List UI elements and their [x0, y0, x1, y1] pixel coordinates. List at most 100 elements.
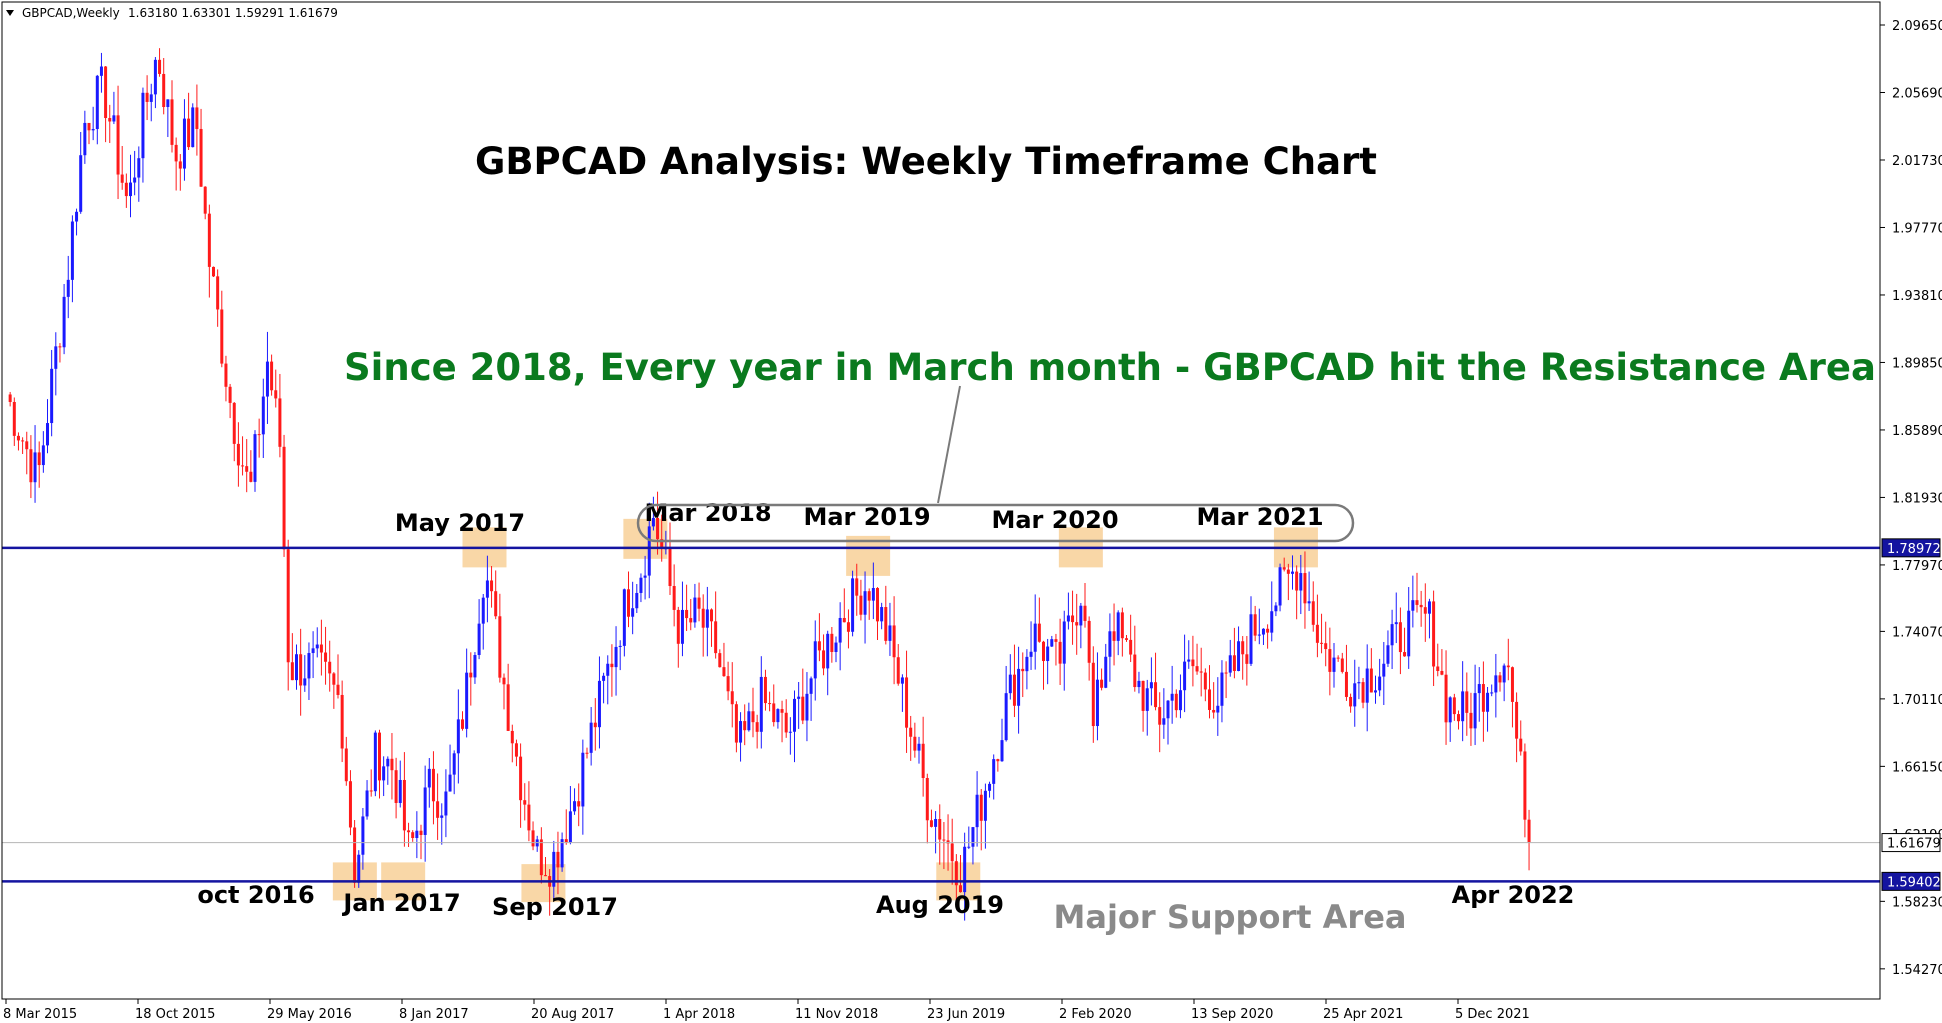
y-tick-label: 1.85890 — [1892, 424, 1942, 439]
bull-candle — [635, 584, 639, 614]
bull-candle — [963, 832, 967, 921]
bull-candle — [552, 840, 556, 900]
resistance-month-label: Mar 2020 — [991, 506, 1118, 534]
bear-candle — [290, 633, 294, 681]
bear-candle — [1037, 597, 1041, 643]
bull-candle — [485, 555, 489, 623]
bull-candle — [1502, 663, 1506, 702]
bear-candle — [801, 668, 805, 725]
x-tick-label: 8 Mar 2015 — [3, 1007, 77, 1022]
bull-candle — [618, 640, 622, 671]
bear-candle — [755, 714, 759, 749]
bull-candle — [1079, 602, 1083, 649]
bear-candle — [162, 58, 166, 115]
bear-candle — [419, 824, 423, 860]
bear-candle — [1444, 650, 1448, 745]
x-tick-label: 29 May 2016 — [267, 1007, 352, 1022]
resistance-month-label: Mar 2018 — [644, 499, 771, 527]
bull-candle — [112, 91, 116, 125]
bull-candle — [1066, 592, 1070, 630]
bear-candle — [1465, 672, 1469, 736]
bull-candle — [1216, 677, 1220, 736]
x-tick-label: 5 Dec 2021 — [1455, 1007, 1530, 1022]
bull-candle — [863, 571, 867, 644]
bear-candle — [722, 642, 726, 677]
bear-candle — [436, 773, 440, 840]
bear-candle — [8, 391, 12, 407]
bear-candle — [1191, 635, 1195, 687]
bull-candle — [1095, 652, 1099, 741]
bear-candle — [278, 373, 282, 458]
bear-candle — [1091, 646, 1095, 743]
bear-candle — [490, 566, 494, 608]
bull-candle — [62, 284, 66, 355]
bear-candle — [519, 743, 523, 828]
highlight-boxes — [332, 518, 1318, 903]
bear-candle — [1344, 644, 1348, 701]
bull-candle — [46, 399, 49, 454]
bear-candle — [1419, 590, 1423, 627]
bear-candle — [1403, 627, 1407, 657]
bull-candle — [602, 672, 606, 704]
bear-candle — [763, 669, 767, 711]
bear-candle — [282, 434, 286, 557]
bull-candle — [535, 835, 539, 852]
bull-candle — [1162, 688, 1166, 739]
bear-candle — [236, 422, 240, 487]
x-tick-label: 25 Apr 2021 — [1323, 1007, 1403, 1022]
bull-candle — [1187, 640, 1191, 669]
y-tick-label: 2.01730 — [1892, 154, 1942, 169]
bull-candle — [423, 765, 427, 862]
chart-title: GBPCAD Analysis: Weekly Timeframe Chart — [475, 140, 1377, 183]
bull-candle — [149, 83, 153, 122]
bear-candle — [979, 788, 983, 851]
bull-candle — [153, 57, 157, 109]
bull-candle — [1145, 679, 1149, 736]
bull-candle — [79, 131, 83, 214]
bull-candle — [705, 586, 709, 657]
bear-candle — [469, 652, 473, 706]
bull-candle — [917, 736, 921, 764]
bear-candle — [299, 628, 303, 716]
bull-candle — [265, 331, 269, 424]
bull-candle — [398, 760, 402, 808]
bear-candle — [1212, 682, 1216, 719]
bull-candle — [1017, 646, 1021, 734]
bull-candle — [1274, 602, 1278, 617]
bull-candle — [191, 103, 195, 148]
bear-candle — [1519, 720, 1523, 756]
bear-candle — [207, 204, 211, 298]
header-dropdown-icon[interactable] — [6, 10, 14, 16]
bear-candle — [203, 186, 207, 220]
bear-candle — [1320, 613, 1324, 654]
bear-candle — [1253, 605, 1257, 642]
bear-candle — [627, 571, 630, 628]
y-axis: 2.09650 2.05690 2.01730 1.97770 1.93810 1.898… — [1880, 19, 1942, 978]
bull-candle — [137, 146, 141, 202]
y-tick-label: 1.66150 — [1892, 760, 1942, 775]
bear-candle — [772, 684, 776, 727]
bear-candle — [411, 830, 415, 842]
bull-candle — [365, 780, 369, 820]
ohlc-readout: 1.63180 1.63301 1.59291 1.61679 — [128, 6, 338, 20]
bull-candle — [622, 588, 626, 657]
y-tick-label: 1.74070 — [1892, 625, 1942, 640]
bear-candle — [390, 733, 394, 800]
bear-candle — [1054, 633, 1058, 666]
bear-candle — [1241, 636, 1245, 680]
bull-candle — [1149, 657, 1153, 706]
bear-candle — [730, 662, 734, 728]
bull-candle — [427, 757, 431, 808]
bull-candle — [988, 781, 992, 798]
bull-candle — [639, 573, 643, 603]
bull-candle — [1427, 598, 1431, 639]
y-tick-label: 1.93810 — [1892, 289, 1942, 304]
bear-candle — [1336, 655, 1340, 662]
bull-candle — [444, 769, 448, 838]
bull-candle — [415, 811, 419, 859]
x-tick-label: 1 Apr 2018 — [663, 1007, 735, 1022]
bull-candle — [307, 642, 311, 700]
bear-candle — [1282, 557, 1286, 572]
